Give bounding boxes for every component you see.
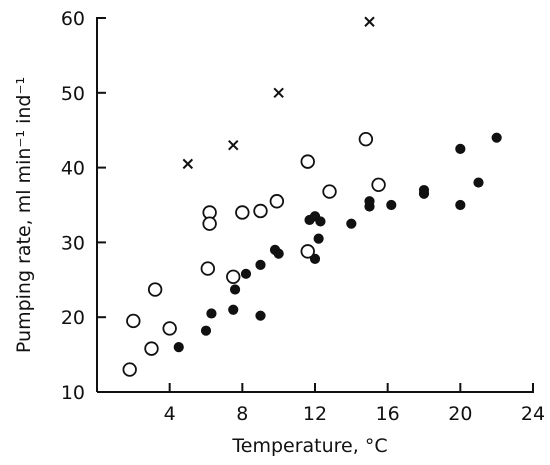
- cross-point: [228, 139, 239, 151]
- open-circle-point: [300, 154, 315, 169]
- cross-point: [364, 16, 375, 27]
- filled-circle-point: [418, 188, 430, 199]
- x-tick-label: 8: [236, 403, 248, 425]
- filled-circle-point: [455, 199, 466, 211]
- open-circle-point: [122, 362, 137, 377]
- x-tick-label: 24: [521, 403, 545, 425]
- open-circle-point: [147, 282, 163, 297]
- open-circle-point: [358, 131, 374, 147]
- data-points: [122, 16, 502, 377]
- open-circle-point: [371, 177, 386, 193]
- filled-circle-point: [173, 342, 184, 353]
- x-tick-label: 12: [303, 403, 327, 425]
- filled-circle-point: [491, 132, 502, 143]
- open-circle-point: [235, 205, 250, 220]
- y-tick-label: 30: [61, 232, 85, 254]
- filled-circle-point: [206, 308, 217, 319]
- filled-circle-point: [200, 325, 212, 336]
- open-circle-point: [253, 203, 268, 219]
- filled-circle-point: [229, 284, 241, 295]
- open-circle-point: [126, 313, 141, 329]
- x-tick-label: 4: [164, 403, 176, 425]
- filled-circle-point: [240, 268, 252, 279]
- open-circle-point: [322, 184, 337, 199]
- x-tick-label: 16: [376, 403, 400, 425]
- filled-circle-point: [255, 310, 266, 321]
- x-axis-title: Temperature, °C: [231, 435, 387, 457]
- open-circle-point: [269, 194, 285, 209]
- open-circle-point: [200, 261, 216, 276]
- x-tick-label: 20: [448, 403, 472, 425]
- filled-circle-point: [346, 218, 357, 229]
- y-tick-label: 10: [61, 382, 85, 404]
- y-tick-label: 20: [61, 307, 85, 329]
- y-axis-title: Pumping rate, ml min⁻¹ ind⁻¹: [13, 77, 35, 353]
- filled-circle-point: [255, 259, 266, 270]
- filled-circle-point: [386, 199, 397, 211]
- filled-circle-point: [228, 304, 239, 315]
- open-circle-point: [300, 244, 315, 259]
- filled-circle-point: [455, 143, 466, 154]
- filled-circle-point: [313, 233, 324, 244]
- open-circle-point: [162, 321, 177, 336]
- axes: [96, 17, 534, 393]
- filled-circle-point: [473, 177, 484, 188]
- y-tick-label: 40: [61, 158, 85, 180]
- open-circle-point: [202, 216, 217, 231]
- open-circle-point: [144, 341, 159, 356]
- ticks: 10 20 30 40 50 60 4 8 12 16 20 24: [61, 8, 545, 425]
- filled-circle-point: [273, 248, 284, 259]
- cross-point: [182, 158, 194, 170]
- y-tick-label: 50: [61, 83, 85, 105]
- y-tick-label: 60: [61, 8, 85, 30]
- cross-point: [273, 87, 284, 99]
- filled-circle-point: [315, 216, 326, 227]
- open-circle-point: [226, 269, 241, 285]
- filled-circle-point: [364, 196, 375, 207]
